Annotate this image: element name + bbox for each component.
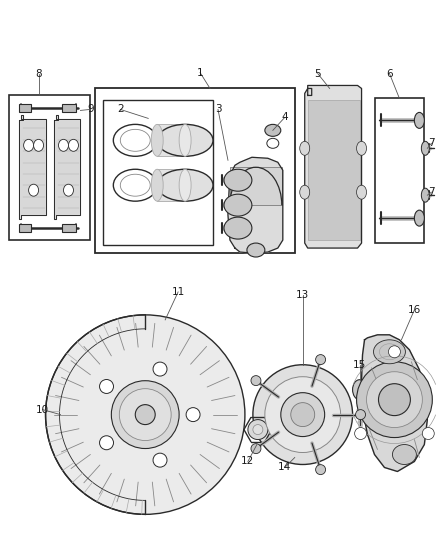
Text: 11: 11	[172, 287, 185, 297]
Polygon shape	[53, 116, 81, 219]
Bar	[63, 104, 77, 112]
Ellipse shape	[179, 124, 191, 156]
Bar	[308, 100, 360, 240]
Ellipse shape	[28, 184, 39, 196]
Ellipse shape	[34, 139, 43, 151]
Text: 7: 7	[428, 139, 434, 148]
Bar	[374, 99, 424, 243]
Bar	[19, 104, 31, 112]
Bar	[9, 95, 90, 240]
Ellipse shape	[24, 139, 34, 151]
Ellipse shape	[421, 188, 429, 202]
Ellipse shape	[119, 389, 171, 441]
Ellipse shape	[224, 194, 252, 216]
Polygon shape	[361, 335, 427, 472]
Ellipse shape	[300, 185, 310, 199]
Ellipse shape	[99, 379, 113, 393]
Ellipse shape	[251, 376, 261, 385]
Ellipse shape	[99, 436, 113, 450]
Text: 7: 7	[428, 187, 434, 197]
Ellipse shape	[389, 346, 400, 358]
Ellipse shape	[316, 465, 325, 474]
Ellipse shape	[151, 124, 163, 156]
Ellipse shape	[267, 139, 279, 148]
Ellipse shape	[357, 141, 367, 155]
Text: 8: 8	[35, 69, 42, 78]
Ellipse shape	[357, 185, 367, 199]
Ellipse shape	[224, 169, 252, 191]
Ellipse shape	[253, 365, 353, 464]
Ellipse shape	[253, 425, 263, 434]
Ellipse shape	[157, 169, 213, 201]
Ellipse shape	[59, 139, 68, 151]
Ellipse shape	[153, 362, 167, 376]
Text: 15: 15	[353, 360, 366, 370]
Ellipse shape	[422, 427, 434, 440]
Text: 1: 1	[197, 68, 203, 77]
Text: 10: 10	[36, 405, 49, 415]
Ellipse shape	[378, 384, 410, 416]
Text: 14: 14	[278, 463, 291, 472]
Ellipse shape	[367, 372, 422, 427]
Ellipse shape	[265, 377, 341, 453]
Ellipse shape	[421, 141, 429, 155]
Ellipse shape	[157, 124, 213, 156]
Ellipse shape	[374, 340, 406, 364]
Ellipse shape	[151, 169, 163, 201]
Ellipse shape	[186, 408, 200, 422]
Bar	[19, 224, 31, 232]
Bar	[157, 124, 185, 156]
Ellipse shape	[356, 410, 366, 419]
Ellipse shape	[414, 210, 424, 226]
Polygon shape	[305, 85, 361, 248]
Ellipse shape	[135, 405, 155, 425]
Bar	[103, 100, 213, 245]
Ellipse shape	[247, 243, 265, 257]
Text: 3: 3	[215, 104, 221, 115]
Ellipse shape	[291, 402, 314, 426]
Ellipse shape	[248, 419, 268, 440]
Polygon shape	[19, 116, 46, 219]
Bar	[63, 224, 77, 232]
Ellipse shape	[113, 124, 157, 156]
Ellipse shape	[414, 112, 424, 128]
Ellipse shape	[265, 124, 281, 136]
Bar	[157, 169, 185, 201]
Ellipse shape	[64, 184, 74, 196]
Ellipse shape	[392, 445, 417, 464]
Ellipse shape	[353, 379, 367, 400]
Ellipse shape	[355, 427, 367, 440]
Text: 9: 9	[87, 104, 94, 115]
Ellipse shape	[120, 174, 150, 196]
Polygon shape	[228, 157, 283, 253]
Bar	[95, 88, 295, 253]
Ellipse shape	[179, 169, 191, 201]
Text: 13: 13	[296, 290, 309, 300]
Text: 6: 6	[386, 69, 393, 78]
Ellipse shape	[111, 381, 179, 449]
Text: 2: 2	[117, 104, 124, 115]
Text: 16: 16	[408, 305, 421, 315]
Ellipse shape	[357, 362, 432, 438]
Ellipse shape	[46, 315, 245, 514]
Ellipse shape	[300, 141, 310, 155]
Ellipse shape	[113, 169, 157, 201]
Text: 12: 12	[241, 456, 254, 466]
Ellipse shape	[153, 453, 167, 467]
Text: 4: 4	[282, 112, 288, 123]
Text: 5: 5	[314, 69, 321, 78]
Ellipse shape	[316, 354, 325, 365]
Ellipse shape	[224, 217, 252, 239]
Ellipse shape	[281, 393, 325, 437]
Bar	[230, 167, 282, 205]
Ellipse shape	[68, 139, 78, 151]
Ellipse shape	[120, 130, 150, 151]
Ellipse shape	[251, 443, 261, 454]
